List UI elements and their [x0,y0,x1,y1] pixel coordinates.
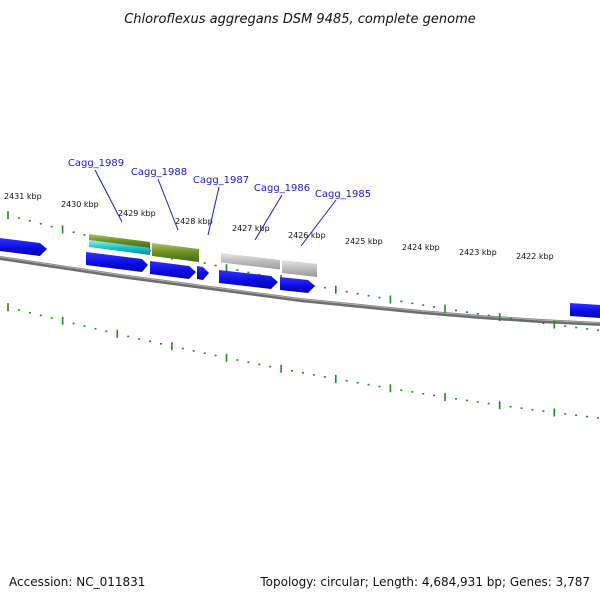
feature-cagg-1989-olive[interactable] [89,234,150,248]
kbp-label: 2426 kbp [288,231,326,240]
tick-ring-inner [7,303,599,419]
cds-arrow[interactable] [219,270,278,289]
kbp-label: 2428 kbp [175,217,213,226]
kbp-label: 2423 kbp [459,248,497,257]
kbp-label: 2425 kbp [345,237,383,246]
gene-labels: Cagg_1989 Cagg_1988 Cagg_1987 Cagg_1986 … [68,158,371,200]
kbp-label: 2429 kbp [118,209,156,218]
cds-arrow[interactable] [280,277,315,293]
feature-cagg-1986[interactable] [221,253,280,270]
kbp-labels: 2431 kbp 2430 kbp 2429 kbp 2428 kbp 2427… [4,192,554,261]
cds-arrow[interactable] [0,238,47,256]
feature-cagg-1985[interactable] [282,260,317,277]
accession-text: Accession: NC_011831 [9,575,145,589]
gene-label-cagg-1988[interactable]: Cagg_1988 [131,167,187,178]
cds-arrow[interactable] [150,261,196,279]
cds-arrow[interactable] [197,266,209,280]
cds-arrows [0,238,600,318]
gene-label-cagg-1987[interactable]: Cagg_1987 [193,175,249,186]
feature-cagg-1988[interactable] [152,243,199,262]
cog-features [89,234,317,277]
cds-arrow[interactable] [86,252,148,272]
kbp-label: 2430 kbp [61,200,99,209]
gene-label-cagg-1985[interactable]: Cagg_1985 [315,189,371,200]
gene-label-cagg-1989[interactable]: Cagg_1989 [68,158,124,169]
cds-arrow[interactable] [570,303,600,318]
gene-label-cagg-1986[interactable]: Cagg_1986 [254,183,310,194]
feature-cagg-1989-cyan[interactable] [89,240,150,255]
kbp-label: 2431 kbp [4,192,42,201]
kbp-label: 2424 kbp [402,243,440,252]
genome-summary-text: Topology: circular; Length: 4,684,931 bp… [259,575,590,589]
kbp-label: 2422 kbp [516,252,554,261]
kbp-label: 2427 kbp [232,224,270,233]
gene-leaders [94,169,337,247]
map-title: Chloroflexus aggregans DSM 9485, complet… [124,12,476,27]
